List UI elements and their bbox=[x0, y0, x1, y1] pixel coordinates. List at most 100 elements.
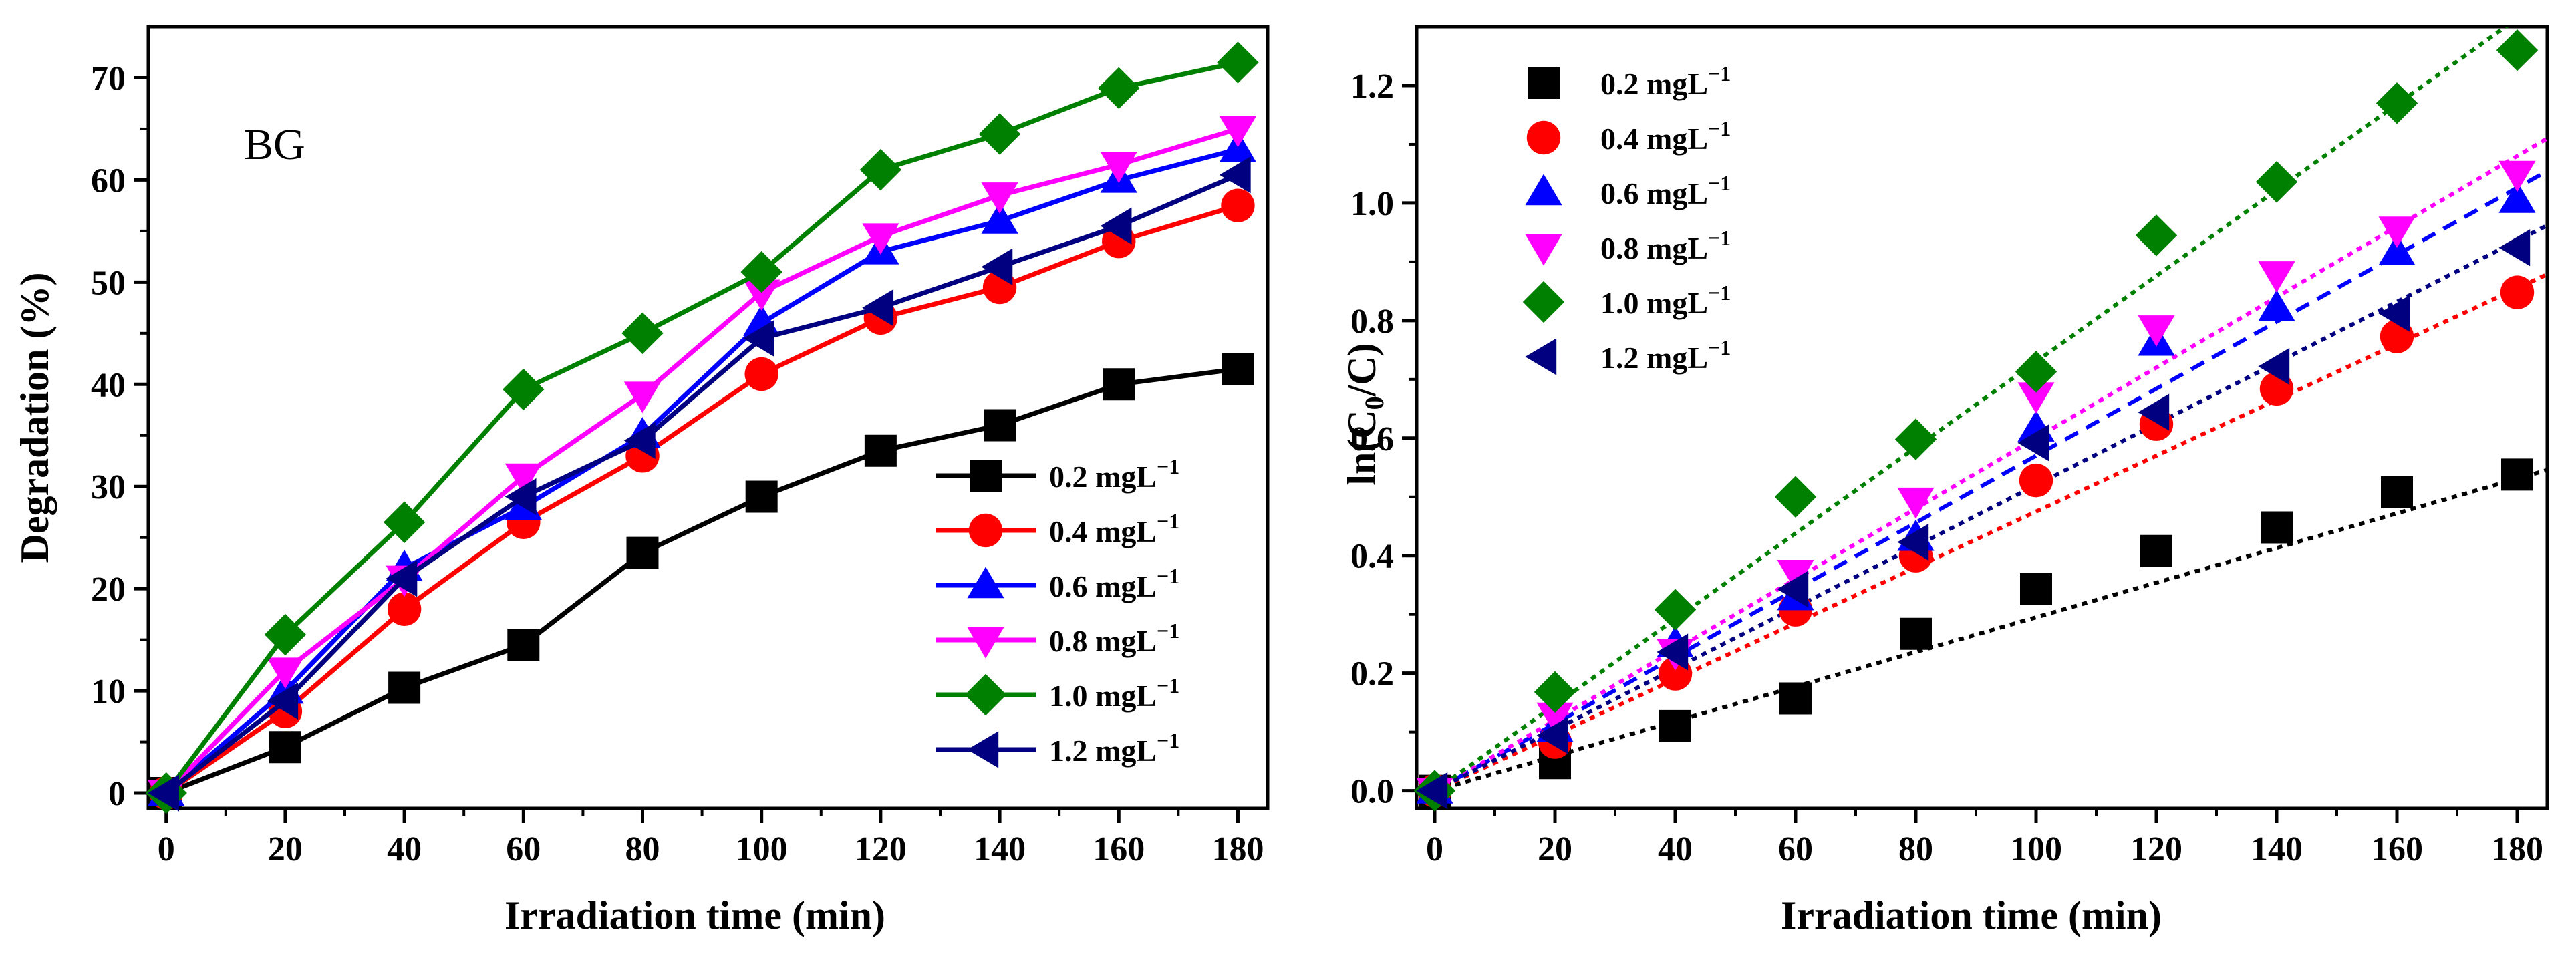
y-tick-label: 60 bbox=[91, 162, 126, 200]
plot-area-frame bbox=[1415, 25, 2549, 810]
x-tick-label: 120 bbox=[2130, 830, 2182, 868]
data-point bbox=[740, 251, 782, 293]
data-point bbox=[507, 629, 540, 661]
x-axis-title: Irradiation time (min) bbox=[1781, 893, 2162, 937]
y-axis-title: Degradation (%) bbox=[13, 273, 57, 563]
data-point bbox=[859, 148, 902, 191]
data-point bbox=[388, 671, 421, 704]
y-tick-label: 70 bbox=[91, 59, 126, 98]
data-point bbox=[2017, 424, 2049, 462]
x-tick-label: 20 bbox=[1538, 830, 1572, 868]
data-point bbox=[2378, 216, 2416, 249]
legend-marker bbox=[970, 460, 1002, 492]
y-tick-label: 0.6 bbox=[1350, 420, 1394, 458]
x-tick-label: 100 bbox=[2010, 830, 2062, 868]
x-axis-ticks: 0 20 40 60 80 100 120 140 160 180 bbox=[158, 808, 1264, 868]
data-point bbox=[267, 682, 299, 720]
data-point bbox=[2258, 347, 2290, 385]
chart-annotation: BG bbox=[244, 120, 305, 169]
data-point bbox=[1536, 702, 1574, 734]
data-point bbox=[269, 731, 301, 764]
y-axis-ticks: 0.0 0.2 0.4 0.6 0.8 1.0 1.2 bbox=[1350, 67, 1417, 811]
legend-item: 0.8 mgL−1 bbox=[1525, 226, 1731, 266]
data-point bbox=[1100, 152, 1137, 184]
legend-item: 1.0 mgL−1 bbox=[936, 673, 1179, 716]
series-line bbox=[164, 147, 1239, 795]
x-axis-ticks: 0 20 40 60 80 100 120 140 160 180 bbox=[1426, 808, 2543, 868]
series-line bbox=[165, 366, 1238, 796]
data-point bbox=[1219, 156, 1251, 194]
data-point bbox=[2498, 181, 2536, 213]
kinetics-chart: 0 20 40 60 80 100 120 140 160 180 0.0 0.2 0.4 0.6 0.8… bbox=[1340, 25, 2549, 937]
data-point bbox=[2500, 275, 2535, 309]
legend-label-superscript: −1 bbox=[1157, 619, 1179, 643]
x-tick-label: 20 bbox=[268, 830, 303, 868]
series-layer bbox=[145, 41, 1259, 814]
x-tick-label: 80 bbox=[1898, 830, 1933, 868]
fit-line bbox=[1434, 468, 2547, 793]
data-point bbox=[743, 319, 774, 357]
y-axis-title-subscript: 0 bbox=[1359, 396, 1389, 410]
y-tick-label: 0.0 bbox=[1350, 773, 1394, 811]
x-tick-label: 100 bbox=[736, 830, 788, 868]
legend-label-superscript: −1 bbox=[1708, 171, 1731, 195]
data-point bbox=[383, 501, 426, 543]
legend-label-name: 1.2 mgL bbox=[1600, 341, 1708, 375]
data-point bbox=[386, 560, 418, 597]
y-tick-label: 20 bbox=[91, 571, 126, 609]
series-layer bbox=[1413, 29, 2539, 812]
y-tick-label: 0.4 bbox=[1350, 538, 1394, 576]
data-point bbox=[978, 113, 1021, 155]
y-axis-title-suffix: /C) bbox=[1340, 343, 1384, 397]
fit-line bbox=[1433, 169, 2547, 793]
data-point bbox=[1777, 560, 1814, 591]
data-point bbox=[505, 463, 542, 495]
data-point bbox=[1897, 523, 1929, 561]
series-line bbox=[164, 203, 1239, 795]
legend-label-superscript: −1 bbox=[1708, 226, 1731, 250]
data-point bbox=[1657, 633, 1689, 671]
series bbox=[145, 41, 1259, 814]
y-axis-title: ln(C0/C) bbox=[1340, 343, 1389, 485]
legend-item: 0.2 mgL−1 bbox=[936, 454, 1179, 494]
x-tick-label: 60 bbox=[1778, 830, 1813, 868]
fit-line bbox=[1433, 272, 2547, 793]
x-tick-label: 0 bbox=[158, 830, 175, 868]
data-point bbox=[2140, 534, 2172, 567]
data-point bbox=[2498, 229, 2531, 267]
data-point bbox=[744, 357, 778, 391]
legend-label-superscript: −1 bbox=[1157, 728, 1179, 752]
legend-marker bbox=[1522, 281, 1565, 323]
x-tick-label: 120 bbox=[855, 830, 907, 868]
data-point bbox=[1219, 116, 1257, 148]
data-point bbox=[1894, 418, 1937, 460]
x-tick-label: 160 bbox=[1093, 830, 1145, 868]
legend-item: 1.2 mgL−1 bbox=[1525, 335, 1731, 375]
legend-label-superscript: −1 bbox=[1157, 509, 1179, 533]
legend-label-name: 0.6 mgL bbox=[1049, 569, 1157, 603]
data-point bbox=[1779, 682, 1812, 715]
legend-label: 0.8 mgL−1 bbox=[1600, 226, 1731, 265]
legend-label-name: 1.2 mgL bbox=[1049, 734, 1157, 768]
legend: 0.2 mgL−10.4 mgL−10.6 mgL−10.8 mgL−11.0 … bbox=[936, 454, 1179, 768]
data-point bbox=[621, 312, 664, 355]
legend-label: 1.0 mgL−1 bbox=[1049, 673, 1179, 713]
data-point bbox=[2258, 261, 2295, 293]
data-point bbox=[984, 409, 1016, 442]
data-point bbox=[1103, 368, 1135, 401]
series-line bbox=[164, 126, 1239, 795]
y-axis-ticks: 0 10 20 30 40 50 60 70 bbox=[91, 59, 148, 813]
series bbox=[1413, 29, 2539, 812]
legend-marker bbox=[1526, 120, 1561, 155]
data-point bbox=[2017, 382, 2055, 414]
legend-label-name: 0.6 mgL bbox=[1600, 176, 1708, 210]
x-tick-label: 40 bbox=[1658, 830, 1693, 868]
legend-label: 1.2 mgL−1 bbox=[1049, 728, 1179, 768]
data-point bbox=[981, 202, 1018, 234]
legend-label-name: 0.2 mgL bbox=[1049, 460, 1157, 494]
legend-label-name: 0.4 mgL bbox=[1600, 122, 1708, 156]
legend-label-superscript: −1 bbox=[1157, 673, 1179, 697]
x-axis-title: Irradiation time (min) bbox=[505, 893, 885, 937]
data-point bbox=[743, 279, 780, 311]
